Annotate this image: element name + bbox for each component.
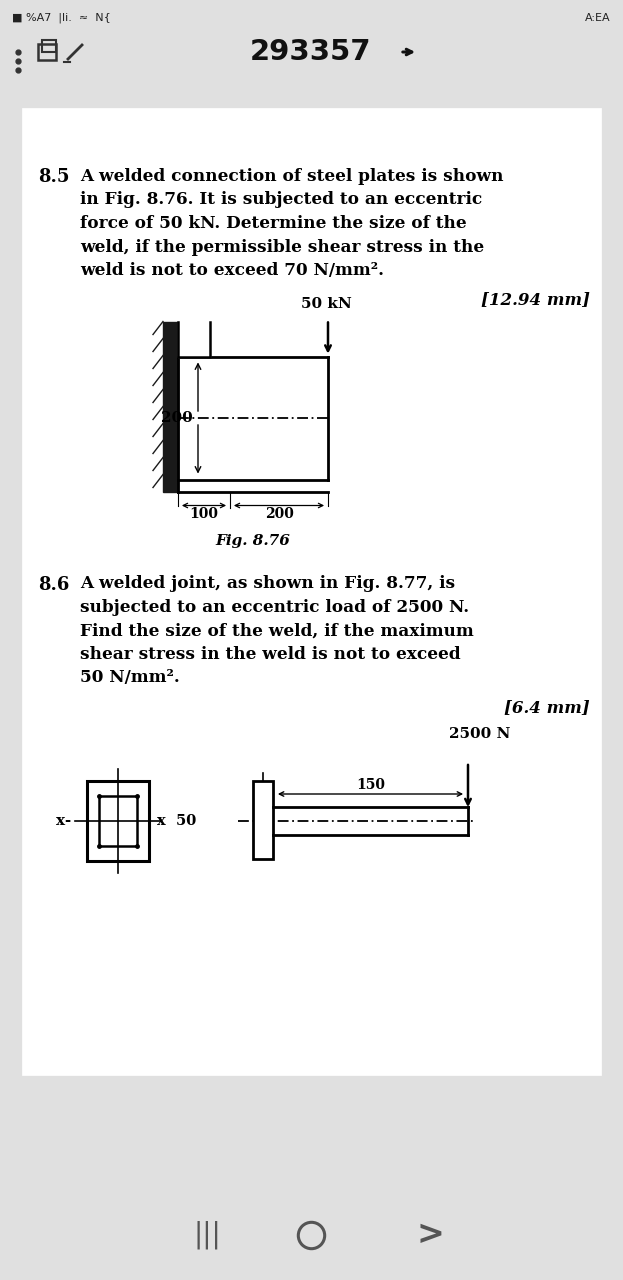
Text: 100: 100 — [189, 507, 219, 521]
Text: A welded joint, as shown in Fig. 8.77, is: A welded joint, as shown in Fig. 8.77, i… — [80, 576, 455, 593]
Text: weld, if the permissible shear stress in the: weld, if the permissible shear stress in… — [80, 238, 484, 256]
Bar — [253, 781, 273, 859]
Bar — [163, 321, 178, 492]
Text: 8.5: 8.5 — [38, 168, 70, 186]
Text: 150: 150 — [356, 778, 385, 792]
Text: |||: ||| — [193, 1221, 221, 1249]
Text: 200: 200 — [265, 507, 293, 521]
Text: Fig. 8.76: Fig. 8.76 — [216, 534, 290, 548]
Text: shear stress in the weld is not to exceed: shear stress in the weld is not to excee… — [80, 646, 460, 663]
Text: A:EA: A:EA — [586, 13, 611, 23]
Text: [12.94 mm]: [12.94 mm] — [481, 292, 590, 308]
Bar — [22, 108, 601, 1075]
Bar — [38, 44, 56, 60]
Text: 293357: 293357 — [250, 38, 372, 67]
Text: x-: x- — [55, 814, 71, 828]
Text: A welded connection of steel plates is shown: A welded connection of steel plates is s… — [80, 168, 503, 186]
Text: ■ %A7  |li.  ≈  N{: ■ %A7 |li. ≈ N{ — [12, 13, 111, 23]
Bar — [42, 40, 56, 52]
Text: Find the size of the weld, if the maximum: Find the size of the weld, if the maximu… — [80, 622, 473, 640]
Bar — [99, 796, 137, 846]
Text: weld is not to exceed 70 N/mm².: weld is not to exceed 70 N/mm². — [80, 262, 384, 279]
Text: 2500 N: 2500 N — [449, 727, 511, 741]
Text: in Fig. 8.76. It is subjected to an eccentric: in Fig. 8.76. It is subjected to an ecce… — [80, 192, 482, 209]
Text: >: > — [416, 1219, 444, 1252]
Text: subjected to an eccentric load of 2500 N.: subjected to an eccentric load of 2500 N… — [80, 599, 469, 616]
Text: 50 kN: 50 kN — [301, 297, 351, 311]
Text: [6.4 mm]: [6.4 mm] — [504, 699, 590, 716]
Bar — [178, 321, 210, 357]
Text: 8.6: 8.6 — [38, 576, 69, 594]
Text: 50 N/mm².: 50 N/mm². — [80, 669, 180, 686]
Text: force of 50 kN. Determine the size of the: force of 50 kN. Determine the size of th… — [80, 215, 467, 232]
Bar — [87, 781, 149, 861]
Text: x  50: x 50 — [157, 814, 196, 828]
Text: 200: 200 — [161, 411, 193, 425]
